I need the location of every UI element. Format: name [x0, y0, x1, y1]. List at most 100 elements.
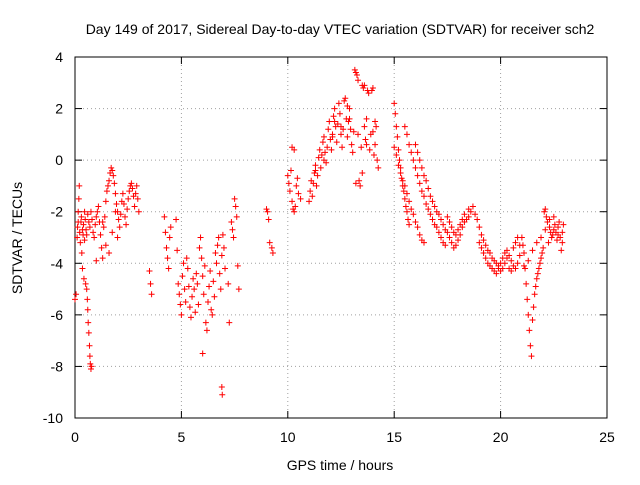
data-point: [368, 87, 375, 94]
data-point: [435, 211, 442, 218]
data-point: [175, 280, 182, 287]
data-point: [99, 219, 106, 226]
data-point: [128, 180, 135, 187]
data-point: [433, 224, 440, 231]
data-point: [114, 234, 121, 241]
data-point: [184, 265, 191, 272]
data-point: [311, 170, 318, 177]
data-point: [85, 329, 92, 336]
chart-title: Day 149 of 2017, Sidereal Day-to-day VTE…: [86, 21, 595, 37]
data-point: [194, 280, 201, 287]
data-point: [344, 133, 351, 140]
plot-frame: [74, 56, 608, 419]
data-point: [455, 226, 462, 233]
data-point: [395, 162, 402, 169]
data-point: [414, 172, 421, 179]
data-point: [438, 216, 445, 223]
data-point: [474, 216, 481, 223]
data-point: [465, 213, 472, 220]
data-point: [122, 213, 129, 220]
data-point: [448, 239, 455, 246]
data-point: [348, 141, 355, 148]
data-point: [315, 154, 322, 161]
data-point: [331, 118, 338, 125]
data-point: [82, 216, 89, 223]
data-point: [339, 144, 346, 151]
data-point: [134, 195, 141, 202]
data-point: [538, 234, 545, 241]
data-point: [110, 172, 117, 179]
data-point: [177, 301, 184, 308]
grid-lines: [75, 57, 607, 418]
data-point: [289, 198, 296, 205]
data-point: [508, 268, 515, 275]
data-point: [359, 170, 366, 177]
data-point: [482, 255, 489, 262]
data-point: [109, 167, 116, 174]
data-point: [215, 234, 222, 241]
data-point: [309, 193, 316, 200]
data-point: [482, 242, 489, 249]
data-point: [218, 252, 225, 259]
data-point: [92, 221, 99, 228]
data-point: [545, 239, 552, 246]
data-point: [79, 265, 86, 272]
data-point: [87, 208, 94, 215]
data-point: [529, 317, 536, 324]
data-point: [480, 237, 487, 244]
data-point: [558, 247, 565, 254]
data-point: [185, 283, 192, 290]
data-point: [113, 200, 120, 207]
data-point: [416, 231, 423, 238]
data-point: [306, 198, 313, 205]
data-point: [440, 221, 447, 228]
data-point: [193, 270, 200, 277]
data-point: [109, 229, 116, 236]
data-point: [210, 278, 217, 285]
data-point: [312, 167, 319, 174]
data-point: [362, 136, 369, 143]
data-point: [83, 231, 90, 238]
x-tick-label: 5: [178, 429, 186, 445]
data-point: [375, 164, 382, 171]
data-point: [514, 260, 521, 267]
data-point: [529, 247, 536, 254]
y-tick-label: -4: [51, 255, 64, 271]
data-point: [527, 342, 534, 349]
data-point: [331, 105, 338, 112]
data-point: [297, 195, 304, 202]
data-point: [319, 139, 326, 146]
data-point: [336, 110, 343, 117]
data-point: [203, 327, 210, 334]
y-tick-label: 4: [55, 49, 63, 65]
data-point: [412, 219, 419, 226]
data-point: [180, 260, 187, 267]
data-point: [508, 257, 515, 264]
data-point: [346, 115, 353, 122]
data-point: [523, 280, 530, 287]
data-point: [72, 296, 78, 303]
data-point: [329, 133, 336, 140]
x-axis-label: GPS time / hours: [287, 457, 394, 473]
data-point: [530, 304, 537, 311]
data-point: [531, 291, 538, 298]
data-point: [365, 90, 372, 97]
data-point: [318, 151, 325, 158]
data-point: [420, 172, 427, 179]
data-point: [84, 306, 91, 313]
data-point: [183, 255, 190, 262]
data-point: [353, 72, 360, 79]
data-point: [76, 182, 83, 189]
data-point: [226, 319, 233, 326]
data-point: [284, 172, 291, 179]
data-point: [360, 84, 367, 91]
data-point: [476, 239, 483, 246]
data-point: [84, 296, 91, 303]
data-point: [446, 234, 453, 241]
data-point: [196, 244, 203, 251]
data-point: [406, 221, 413, 228]
data-point: [560, 221, 567, 228]
data-point: [77, 239, 84, 246]
data-point: [344, 102, 351, 109]
data-point: [197, 234, 204, 241]
